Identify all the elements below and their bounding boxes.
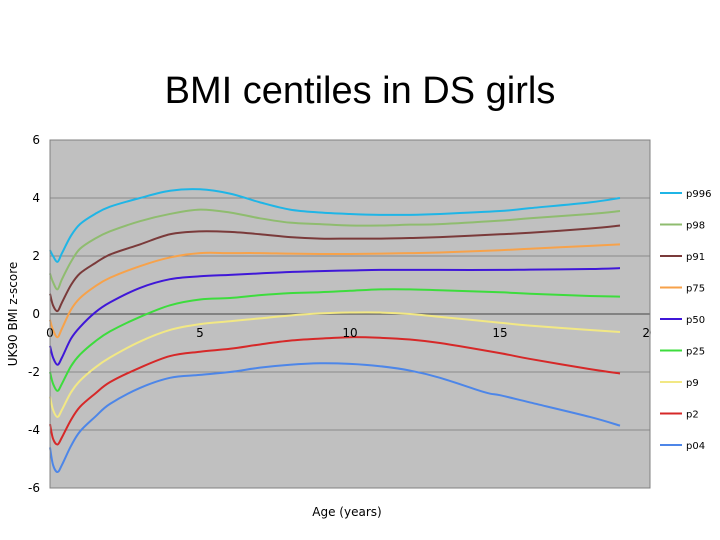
legend-entry-p50: p50 — [660, 315, 705, 326]
series-line-p9 — [49, 311, 621, 418]
slide-title: BMI centiles in DS girls — [164, 70, 556, 112]
y-axis-title: UK90 BMI z-score — [6, 262, 20, 367]
legend-label: p996 — [686, 189, 711, 200]
series-line-p91 — [49, 224, 621, 313]
series-line-p75 — [49, 243, 621, 339]
y-tick-label: 6 — [32, 133, 40, 147]
y-tick-label: -6 — [28, 481, 40, 495]
legend-entry-p91: p91 — [660, 252, 705, 263]
series-line-p50 — [49, 267, 621, 366]
series-line-p996 — [49, 188, 621, 263]
plot-area-frame — [49, 139, 651, 489]
legend-entry-p98: p98 — [660, 221, 705, 232]
legend-label: p75 — [686, 284, 705, 295]
y-tick-labels: -6 -4 -2 0 2 4 6 — [28, 133, 40, 495]
series-line-p04 — [49, 362, 621, 474]
legend-entry-p9: p9 — [660, 378, 699, 389]
legend-label: p50 — [686, 315, 705, 326]
x-tick-label: 15 — [492, 326, 507, 340]
legend-entry-p75: p75 — [660, 284, 705, 295]
legend-entry-p2: p2 — [660, 410, 699, 421]
legend-label: p25 — [686, 347, 705, 358]
legend-entry-p996: p996 — [660, 189, 711, 200]
y-tick-label: 2 — [32, 249, 40, 263]
legend-label: p04 — [686, 441, 705, 452]
legend-entries: p996 p98 p91 p75 p50 p25 p9 p2 p04 — [660, 189, 711, 452]
y-tick-label: -2 — [28, 365, 40, 379]
series-line-p98 — [49, 208, 621, 291]
legend-label: p2 — [686, 410, 699, 421]
y-tick-label: -4 — [28, 423, 40, 437]
legend-label: p9 — [686, 378, 699, 389]
legend-entry-p25: p25 — [660, 347, 705, 358]
x-tick-label: 10 — [342, 326, 357, 340]
y-tick-label: 0 — [32, 307, 40, 321]
series-lines — [49, 188, 621, 474]
x-axis-title: Age (years) — [312, 505, 381, 519]
legend-label: p91 — [686, 252, 705, 263]
x-tick-label: 5 — [196, 326, 204, 340]
legend-entry-p04: p04 — [660, 441, 705, 452]
series-line-p2 — [49, 336, 621, 446]
series-line-p25 — [49, 288, 621, 392]
gridlines — [50, 197, 650, 431]
legend-label: p98 — [686, 221, 705, 232]
y-tick-label: 4 — [32, 191, 40, 205]
